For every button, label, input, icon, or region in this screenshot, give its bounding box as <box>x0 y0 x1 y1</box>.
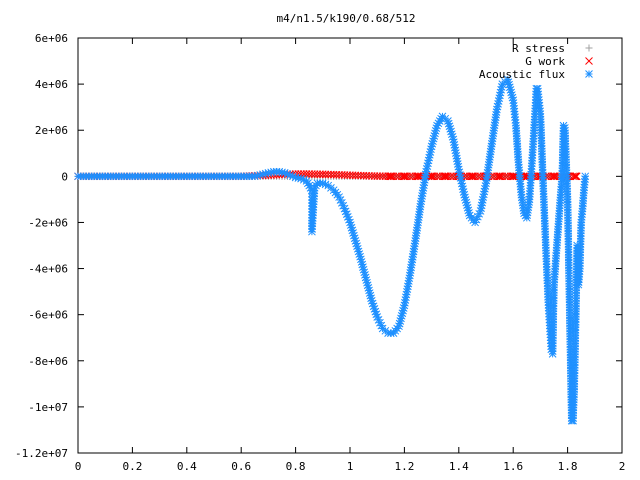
y-tick-label: -6e+06 <box>28 309 68 322</box>
y-tick-label: -4e+06 <box>28 263 68 276</box>
x-tick-label: 1.8 <box>558 460 578 473</box>
y-tick-label: 0 <box>61 170 68 183</box>
data-point <box>471 218 479 227</box>
y-tick-label: -2e+06 <box>28 216 68 229</box>
x-tick-label: 1.6 <box>503 460 523 473</box>
data-point <box>384 172 392 181</box>
x-tick-label: 0.4 <box>177 460 197 473</box>
y-tick-label: -1e+07 <box>28 401 68 414</box>
data-point <box>498 172 507 181</box>
x-tick-label: 1.2 <box>394 460 414 473</box>
data-point <box>501 172 509 181</box>
x-tick-label: 2 <box>619 460 626 473</box>
data-point <box>569 172 577 181</box>
data-point <box>397 172 406 181</box>
y-tick-label: 6e+06 <box>35 32 68 45</box>
data-point <box>389 172 398 181</box>
data-point <box>405 172 414 181</box>
data-point <box>403 172 411 181</box>
x-axis-ticks: 0 0.2 0.4 0.6 0.8 1 1.2 1.4 1.6 1.8 2 <box>75 38 626 473</box>
chart-title: m4/n1.5/k190/0.68/512 <box>276 12 415 25</box>
series-layer <box>74 75 590 425</box>
data-point <box>438 172 447 181</box>
data-point <box>493 172 501 181</box>
data-point <box>444 172 452 181</box>
series-2 <box>74 75 590 425</box>
data-point <box>506 172 515 181</box>
legend-marker <box>585 57 593 65</box>
y-tick-label: 2e+06 <box>35 124 68 137</box>
legend-marker <box>585 70 593 78</box>
data-point <box>433 172 441 181</box>
data-point <box>547 172 556 181</box>
x-tick-label: 0.8 <box>286 460 306 473</box>
data-point <box>430 172 439 181</box>
legend-label: R stress <box>512 42 565 55</box>
y-tick-label: 4e+06 <box>35 78 68 91</box>
y-tick-label: -1.2e+07 <box>15 447 68 460</box>
x-tick-label: 0 <box>75 460 82 473</box>
data-point <box>572 172 581 181</box>
x-tick-label: 1.4 <box>449 460 469 473</box>
data-point <box>465 172 474 181</box>
data-point <box>473 172 482 181</box>
data-point <box>392 172 401 181</box>
data-point <box>446 172 455 181</box>
data-point <box>471 172 479 181</box>
x-tick-label: 0.6 <box>231 460 251 473</box>
x-tick-label: 1 <box>347 460 354 473</box>
y-axis-ticks: -1.2e+07 -1e+07 -8e+06 -6e+06 -4e+06 -2e+06 0 2… <box>15 32 622 460</box>
legend-marker <box>585 44 593 52</box>
legend-label: G work <box>525 55 565 68</box>
data-point <box>581 172 590 181</box>
legend-label: Acoustic flux <box>479 68 565 81</box>
x-tick-label: 0.2 <box>122 460 142 473</box>
y-tick-label: -8e+06 <box>28 355 68 368</box>
data-point <box>411 172 420 181</box>
